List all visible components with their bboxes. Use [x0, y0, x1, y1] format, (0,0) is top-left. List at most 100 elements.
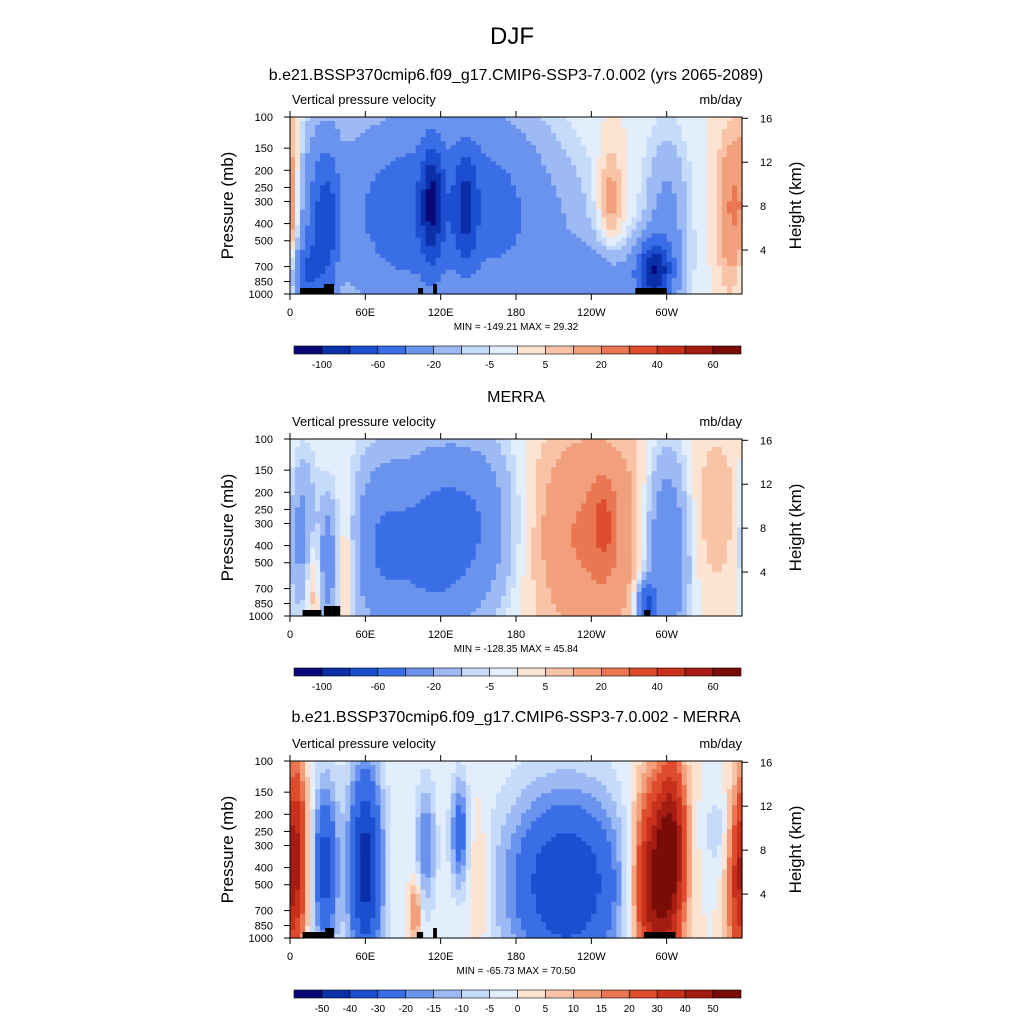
heatmap-cell: [732, 274, 738, 279]
heatmap-cell: [516, 161, 522, 166]
heatmap-cell: [727, 258, 733, 263]
heatmap-cell: [702, 141, 708, 146]
heatmap-cell: [486, 274, 492, 279]
heatmap-cell: [466, 125, 472, 130]
heatmap-cell: [672, 173, 678, 178]
heatmap-cell: [556, 286, 562, 291]
heatmap-cell: [305, 270, 311, 275]
heatmap-cell: [400, 282, 406, 287]
heatmap-cell: [581, 157, 587, 162]
heatmap-cell: [521, 250, 527, 255]
heatmap-cell: [551, 133, 557, 138]
heatmap-cell: [571, 274, 577, 279]
heatmap-cell: [365, 226, 371, 231]
heatmap-cell: [667, 210, 673, 215]
heatmap-cell: [516, 165, 522, 170]
heatmap-cell: [421, 230, 427, 235]
heatmap-cell: [471, 451, 477, 456]
heatmap-cell: [707, 222, 713, 227]
heatmap-cell: [355, 177, 361, 182]
heatmap-cell: [626, 246, 632, 251]
heatmap-cell: [526, 463, 532, 468]
heatmap-cell: [330, 201, 336, 206]
heatmap-cell: [546, 455, 552, 460]
heatmap-cell: [707, 447, 713, 452]
heatmap-cell: [717, 214, 723, 219]
heatmap-cell: [355, 254, 361, 259]
heatmap-cell: [491, 133, 497, 138]
heatmap-cell: [400, 173, 406, 178]
heatmap-cell: [536, 467, 542, 472]
heatmap-cell: [576, 161, 582, 166]
heatmap-cell: [576, 451, 582, 456]
heatmap-cell: [632, 129, 638, 134]
heatmap-cell: [466, 117, 472, 122]
heatmap-cell: [697, 141, 703, 146]
heatmap-cell: [616, 234, 622, 239]
heatmap-cell: [722, 185, 728, 190]
heatmap-cell: [451, 274, 457, 279]
heatmap-cell: [446, 181, 452, 186]
heatmap-cell: [446, 177, 452, 182]
heatmap-cell: [416, 455, 422, 460]
heatmap-cell: [722, 250, 728, 255]
heatmap-cell: [692, 439, 698, 444]
heatmap-cell: [461, 447, 467, 452]
heatmap-cell: [601, 286, 607, 291]
heatmap-cell: [305, 181, 311, 186]
heatmap-cell: [626, 189, 632, 194]
heatmap-cell: [380, 121, 386, 126]
heatmap-cell: [436, 230, 442, 235]
heatmap-cell: [722, 129, 728, 134]
heatmap-cell: [672, 238, 678, 243]
heatmap-cell: [310, 266, 316, 271]
heatmap-cell: [345, 447, 351, 452]
heatmap-cell: [436, 439, 442, 444]
heatmap-cell: [330, 218, 336, 223]
heatmap-cell: [426, 210, 432, 215]
heatmap-cell: [476, 286, 482, 291]
heatmap-cell: [677, 206, 683, 211]
heatmap-cell: [441, 443, 447, 448]
heatmap-cell: [662, 467, 668, 472]
heatmap-cell: [406, 262, 412, 267]
heatmap-cell: [380, 447, 386, 452]
heatmap-cell: [345, 129, 351, 134]
heatmap-cell: [591, 181, 597, 186]
heatmap-cell: [662, 161, 668, 166]
heatmap-cell: [305, 234, 311, 239]
heatmap-cell: [591, 117, 597, 122]
heatmap-cell: [325, 475, 331, 480]
heatmap-cell: [581, 165, 587, 170]
heatmap-cell: [536, 201, 542, 206]
heatmap-cell: [290, 201, 296, 206]
heatmap-cell: [390, 451, 396, 456]
heatmap-cell: [576, 286, 582, 291]
heatmap-cell: [426, 117, 432, 122]
heatmap-cell: [596, 193, 602, 198]
heatmap-cell: [722, 274, 728, 279]
heatmap-cell: [486, 121, 492, 126]
heatmap-cell: [365, 133, 371, 138]
heatmap-cell: [667, 471, 673, 476]
heatmap-cell: [481, 117, 487, 122]
heatmap-cell: [421, 447, 427, 452]
heatmap-cell: [606, 169, 612, 174]
heatmap-cell: [647, 270, 653, 275]
heatmap-cell: [672, 447, 678, 452]
heatmap-cell: [431, 447, 437, 452]
heatmap-cell: [551, 189, 557, 194]
heatmap-cell: [521, 145, 527, 150]
heatmap-cell: [486, 197, 492, 202]
heatmap-cell: [576, 447, 582, 452]
heatmap-cell: [672, 201, 678, 206]
heatmap-cell: [511, 266, 517, 271]
heatmap-cell: [446, 266, 452, 271]
heatmap-cell: [486, 222, 492, 227]
heatmap-cell: [496, 226, 502, 231]
heatmap-cell: [390, 250, 396, 255]
heatmap-cell: [596, 254, 602, 259]
heatmap-cell: [395, 467, 401, 472]
heatmap-cell: [667, 117, 673, 122]
heatmap-cell: [707, 181, 713, 186]
